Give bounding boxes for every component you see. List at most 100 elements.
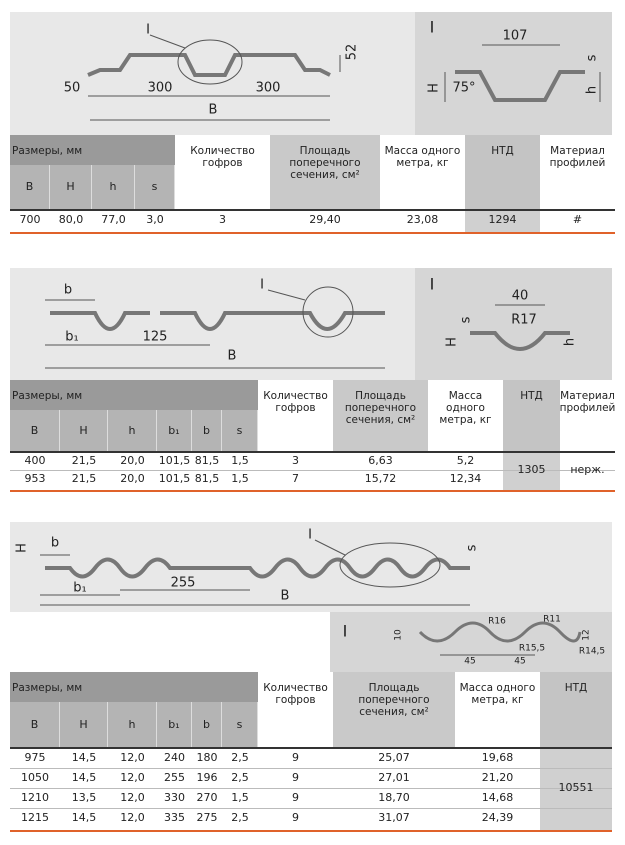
table-cell: 14,5	[71, 810, 97, 824]
table-cell: 7	[292, 471, 299, 485]
dim-header: b₁	[157, 410, 192, 452]
table-cell: 270	[196, 790, 218, 804]
column-header: Материал профилей	[540, 135, 615, 210]
label: R14,5	[579, 647, 605, 657]
table-cell: 1294	[488, 212, 517, 226]
label: s	[465, 544, 480, 551]
label: s	[585, 54, 600, 61]
dim-header: B	[10, 410, 60, 452]
dims-title: Размеры, мм	[10, 672, 258, 702]
table-cell: 2,5	[231, 770, 249, 784]
table-cell: 1,5	[231, 790, 249, 804]
table-cell: 14,5	[71, 750, 97, 764]
label: R11	[543, 615, 561, 625]
table-cell: 1050	[21, 770, 49, 784]
table-cell: 77,0	[101, 212, 126, 226]
label: B	[281, 589, 290, 604]
label: h	[563, 338, 578, 346]
table-cell: 9	[292, 790, 299, 804]
column-header: Количество гофров	[258, 380, 333, 452]
label: 52	[345, 44, 360, 61]
row-rule	[10, 768, 612, 769]
table-cell: 80,0	[58, 212, 84, 226]
orange-rule	[10, 830, 612, 832]
table-cell: 23,08	[406, 212, 439, 226]
label: s	[459, 316, 474, 323]
table-cell: 24,39	[481, 810, 514, 824]
table-cell: 1210	[21, 790, 49, 804]
dim-header: B	[10, 702, 60, 748]
ntd: 1305	[517, 462, 546, 476]
table-cell: 5,2	[456, 453, 475, 467]
table-cell: 196	[196, 770, 218, 784]
column-header: Площадь поперечного сечения, см²	[270, 135, 380, 210]
label: H	[445, 337, 460, 347]
row-rule	[10, 470, 615, 471]
table-cell: 330	[164, 790, 185, 804]
table-cell: 25,07	[378, 750, 410, 764]
table-cell: 975	[24, 750, 46, 764]
label: I	[308, 528, 312, 543]
table-cell: 255	[164, 770, 185, 784]
label: I	[343, 622, 348, 641]
table-cell: 180	[196, 750, 218, 764]
label: 75°	[452, 81, 475, 96]
table-cell: 20,0	[120, 453, 145, 467]
orange-rule	[10, 232, 615, 234]
column-header: Масса одного метра, кг	[428, 380, 503, 452]
row-rule	[10, 808, 612, 809]
dim-header: b₁	[157, 702, 192, 748]
table-cell: 12,0	[120, 810, 145, 824]
ntd: 10551	[558, 780, 594, 794]
dim-header: H	[60, 410, 108, 452]
dim-header: h	[108, 410, 157, 452]
table-cell: 3	[219, 212, 226, 226]
table-cell: 15,72	[364, 471, 397, 485]
column-header: Материал профилей	[560, 380, 615, 452]
column-header: Масса одного метра, кг	[455, 672, 540, 748]
dims-title: Размеры, мм	[10, 135, 175, 165]
table-cell: 14,68	[481, 790, 514, 804]
label: 12	[582, 629, 592, 640]
orange-rule	[10, 490, 615, 492]
header-rule	[10, 209, 615, 211]
column-header: Площадь поперечного сечения, см²	[333, 672, 455, 748]
label: I	[260, 278, 264, 293]
label: 107	[503, 29, 528, 44]
label: H	[427, 83, 442, 93]
table-cell: 31,07	[378, 810, 410, 824]
table-cell: 12,0	[120, 770, 145, 784]
table-cell: 2,5	[231, 750, 249, 764]
table-cell: 101,5	[158, 471, 191, 485]
table-cell: 6,63	[368, 453, 393, 467]
dim-header: b	[192, 410, 222, 452]
label: B	[228, 349, 237, 364]
label: 40	[512, 289, 529, 304]
label: 45	[514, 657, 525, 667]
table-cell: 12,34	[449, 471, 482, 485]
labels: I 52 50 300 300 B I 107 s H 75° h b I b₁…	[15, 18, 606, 667]
header-rule	[10, 451, 615, 453]
label: 300	[148, 81, 173, 96]
label: b	[64, 283, 72, 298]
label: 300	[256, 81, 281, 96]
table-cell: 21,5	[71, 453, 97, 467]
table-cell: 14,5	[71, 770, 97, 784]
label: R16	[488, 617, 506, 627]
table-cell: 21,5	[71, 471, 97, 485]
dim-header: s	[222, 702, 258, 748]
table-cell: 27,01	[378, 770, 410, 784]
label: B	[209, 103, 218, 118]
column-shade	[503, 452, 560, 490]
table-cell: 81,5	[194, 471, 220, 485]
table-cell: 335	[164, 810, 185, 824]
label: h	[585, 86, 600, 94]
label: H	[15, 543, 30, 553]
dim-header: h	[92, 165, 135, 210]
table-cell: 12,0	[120, 750, 145, 764]
column-header: НТД	[503, 380, 560, 452]
dim-header: s	[135, 165, 175, 210]
table-cell: 3	[292, 453, 299, 467]
label: 255	[171, 576, 196, 591]
